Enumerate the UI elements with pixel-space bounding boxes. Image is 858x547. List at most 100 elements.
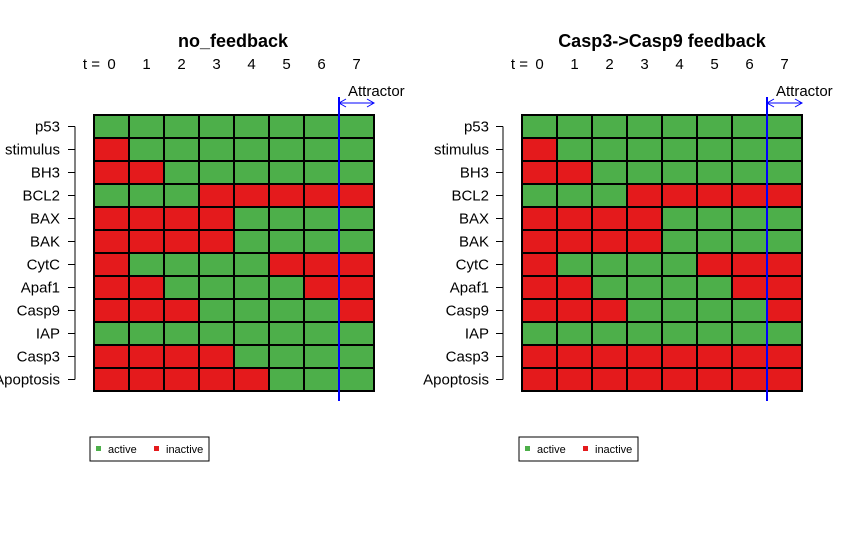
heatmap-cell: [338, 321, 375, 346]
heatmap-cell: [163, 344, 200, 369]
heatmap-cell: [268, 344, 305, 369]
heatmap-cell: [696, 298, 733, 323]
heatmap-cell: [626, 275, 663, 300]
gene-label: Apoptosis: [423, 372, 489, 389]
heatmap-cell: [556, 137, 593, 162]
legend-swatch: [96, 446, 101, 451]
heatmap-cell: [268, 367, 305, 392]
time-tick-label: 2: [605, 56, 613, 73]
heatmap-cell: [198, 206, 235, 231]
time-axis-label: t =: [511, 56, 528, 73]
heatmap-cell: [696, 252, 733, 277]
heatmap-cell: [556, 183, 593, 208]
heatmap-cell: [521, 183, 558, 208]
legend-box: [89, 436, 210, 462]
attractor-label: Attractor: [776, 83, 833, 100]
panel-casp3-casp9-feedback: Casp3->Casp9 feedback t = 0 1 2 3 4 5 6 7 p53 stim…: [423, 31, 833, 462]
heatmap-cell: [661, 229, 698, 254]
heatmap-cell: [731, 160, 768, 185]
heatmap-cell: [338, 160, 375, 185]
gene-label: BAX: [459, 211, 489, 228]
gene-label: CytC: [27, 257, 61, 274]
heatmap-cell: [198, 252, 235, 277]
heatmap-cell: [661, 252, 698, 277]
heatmap-cell: [521, 206, 558, 231]
heatmap-cell: [338, 344, 375, 369]
heatmap-cell: [626, 206, 663, 231]
time-tick-label: 7: [352, 56, 360, 73]
heatmap-cell: [731, 298, 768, 323]
heatmap-cell: [521, 367, 558, 392]
heatmap-cell: [338, 137, 375, 162]
heatmap-cell: [696, 206, 733, 231]
heatmap-cell: [198, 160, 235, 185]
heatmap-cell: [766, 321, 803, 346]
heatmap-cell: [128, 298, 165, 323]
heatmap-cell: [696, 160, 733, 185]
heatmap-cell: [696, 367, 733, 392]
heatmap-cell: [163, 252, 200, 277]
heatmap-cell: [163, 114, 200, 139]
heatmap-cell: [338, 275, 375, 300]
heatmap-cell: [521, 252, 558, 277]
heatmap-cell: [626, 252, 663, 277]
heatmap-cell: [128, 206, 165, 231]
heatmap-cell: [661, 137, 698, 162]
attractor-label: Attractor: [348, 83, 405, 100]
heatmap-cell: [766, 160, 803, 185]
heatmap-cell: [303, 367, 340, 392]
heatmap-cell: [338, 298, 375, 323]
heatmap-cell: [661, 206, 698, 231]
heatmap-cell: [233, 229, 270, 254]
heatmap-cell: [163, 298, 200, 323]
heatmap-cell: [766, 183, 803, 208]
time-tick-label: 2: [177, 56, 185, 73]
heatmap-cell: [128, 252, 165, 277]
heatmap-cell: [731, 321, 768, 346]
heatmap-cell: [268, 321, 305, 346]
gene-label: CytC: [456, 257, 490, 274]
time-tick-label: 6: [745, 56, 753, 73]
heatmap-cell: [233, 252, 270, 277]
chart-title: Casp3->Casp9 feedback: [558, 31, 767, 51]
heatmap-cell: [661, 321, 698, 346]
heatmap-cell: [338, 229, 375, 254]
heatmap-cell: [198, 344, 235, 369]
heatmap-cell: [696, 114, 733, 139]
heatmap-cell: [661, 160, 698, 185]
heatmap-cell: [591, 298, 628, 323]
heatmap-cell: [661, 367, 698, 392]
gene-label: p53: [35, 119, 60, 136]
time-tick-label: 5: [710, 56, 718, 73]
heatmap-cell: [766, 206, 803, 231]
heatmap-cell: [303, 229, 340, 254]
heatmap-cell: [93, 137, 130, 162]
time-tick-label: 4: [675, 56, 683, 73]
gene-label: IAP: [36, 326, 60, 343]
heatmap-cell: [591, 321, 628, 346]
heatmap-cell: [233, 206, 270, 231]
heatmap-cell: [303, 206, 340, 231]
time-tick-label: 7: [780, 56, 788, 73]
heatmap-cell: [128, 321, 165, 346]
heatmap-cell: [303, 137, 340, 162]
time-tick-label: 1: [570, 56, 578, 73]
attractor-arrow-head-right: [794, 98, 804, 108]
heatmap-cell: [556, 160, 593, 185]
heatmap-cell: [163, 275, 200, 300]
heatmap-cell: [198, 321, 235, 346]
heatmap-cell: [268, 275, 305, 300]
heatmap-cell: [233, 114, 270, 139]
heatmap-cell: [591, 252, 628, 277]
heatmap-cell: [591, 160, 628, 185]
heatmap-cell: [766, 229, 803, 254]
heatmap-cell: [338, 114, 375, 139]
attractor-arrow-head-left: [765, 98, 775, 108]
heatmap-cell: [626, 229, 663, 254]
heatmap-cell: [198, 367, 235, 392]
heatmap-cell: [556, 114, 593, 139]
heatmap-cell: [766, 344, 803, 369]
heatmap-cell: [591, 206, 628, 231]
heatmap-cell: [93, 160, 130, 185]
time-tick-label: 3: [640, 56, 648, 73]
